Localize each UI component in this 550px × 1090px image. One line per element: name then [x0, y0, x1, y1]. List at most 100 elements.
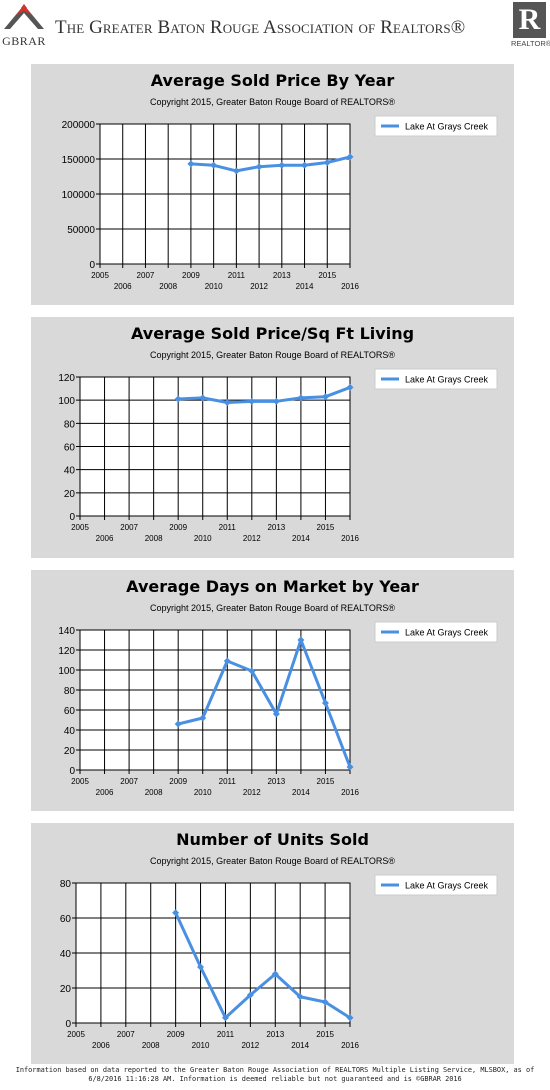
data-point [246, 991, 254, 999]
chart-svg: 2005200620072008200920102011201220132014… [58, 621, 498, 797]
y-tick-label: 0 [69, 512, 75, 523]
data-point [174, 395, 182, 403]
data-point [248, 397, 256, 405]
legend-box [374, 368, 498, 390]
disclaimer-footer: Information based on data reported to th… [0, 1066, 550, 1084]
x-tick-label: 2011 [228, 271, 246, 280]
data-point [210, 161, 218, 169]
x-tick-label: 2013 [267, 777, 285, 786]
x-tick-label: 2014 [292, 534, 310, 543]
gbrar-logo [2, 3, 46, 49]
chart-title: Average Days on Market by Year [126, 577, 419, 596]
y-tick-label: 120 [58, 373, 75, 384]
x-tick-label: 2016 [341, 534, 359, 543]
y-tick-label: 100000 [62, 190, 96, 201]
x-tick-label: 2011 [219, 523, 237, 532]
y-tick-label: 150000 [62, 155, 96, 166]
series-line [174, 912, 351, 1020]
x-tick-label: 2012 [243, 788, 261, 797]
data-point [297, 394, 305, 402]
x-tick-label: 2013 [273, 271, 291, 280]
x-tick-label: 2005 [91, 271, 109, 280]
data-point [272, 710, 280, 718]
x-tick-label: 2005 [67, 1030, 85, 1039]
x-tick-label: 2015 [316, 1030, 334, 1039]
chart-title: Average Sold Price/Sq Ft Living [130, 324, 415, 343]
realtor-logo: R REALTOR® [511, 2, 550, 50]
y-tick-label: 40 [64, 726, 76, 737]
x-tick-label: 2005 [71, 777, 89, 786]
legend-box [374, 874, 498, 896]
y-tick-label: 60 [60, 914, 72, 925]
y-tick-label: 80 [64, 419, 76, 430]
x-tick-label: 2016 [341, 282, 359, 291]
data-point [278, 161, 286, 169]
x-tick-label: 2007 [117, 1030, 135, 1039]
page-title: The Greater Baton Rouge Association of R… [55, 17, 466, 38]
x-tick-label: 2015 [317, 777, 335, 786]
x-tick-label: 2009 [169, 777, 187, 786]
x-tick-label: 2010 [194, 788, 212, 797]
data-point [172, 909, 180, 917]
chart-title: Number of Units Sold [176, 830, 369, 849]
x-tick-label: 2012 [250, 282, 268, 291]
chart-panel-units-sold: Number of Units Sold Copyright 2015, Gre… [31, 823, 514, 1064]
x-tick-label: 2010 [194, 534, 212, 543]
chart-subtitle: Copyright 2015, Greater Baton Rouge Boar… [150, 603, 395, 613]
series-line [178, 386, 351, 404]
data-point [223, 398, 231, 406]
realtor-mark-icon: R [513, 2, 546, 38]
legend-label: Lake At Grays Creek [405, 122, 489, 132]
data-point [272, 397, 280, 405]
chart-subtitle: Copyright 2015, Greater Baton Rouge Boar… [150, 856, 395, 866]
y-tick-label: 80 [60, 879, 72, 890]
data-point [346, 763, 354, 771]
data-point [321, 393, 329, 401]
x-tick-label: 2006 [114, 282, 132, 291]
x-tick-label: 2009 [167, 1030, 185, 1039]
data-point [271, 970, 279, 978]
data-point [174, 720, 182, 728]
y-tick-label: 120 [58, 646, 75, 657]
y-tick-label: 80 [64, 686, 76, 697]
x-tick-label: 2006 [96, 534, 114, 543]
data-point [223, 657, 231, 665]
disclaimer-line-2: 6/8/2016 11:16:28 AM. Information is dee… [88, 1075, 462, 1083]
realtor-mark-letter: R [518, 3, 541, 36]
series-line [190, 155, 351, 173]
x-tick-label: 2009 [169, 523, 187, 532]
data-point [199, 714, 207, 722]
data-point [346, 153, 354, 161]
data-point [197, 963, 205, 971]
x-tick-label: 2007 [137, 271, 155, 280]
x-tick-label: 2006 [96, 788, 114, 797]
chart-svg: 2005200620072008200920102011201220132014… [58, 368, 498, 543]
chart-subtitle: Copyright 2015, Greater Baton Rouge Boar… [150, 97, 395, 107]
x-tick-label: 2013 [267, 523, 285, 532]
gbrar-roof-icon [4, 4, 44, 29]
x-tick-label: 2015 [318, 271, 336, 280]
x-tick-label: 2013 [266, 1030, 284, 1039]
x-tick-label: 2010 [205, 282, 223, 291]
data-point [199, 394, 207, 402]
x-tick-label: 2010 [192, 1041, 210, 1050]
x-tick-label: 2014 [292, 788, 310, 797]
chart-svg: 2005200620072008200920102011201220132014… [60, 874, 498, 1050]
y-tick-label: 20 [64, 489, 76, 500]
y-tick-label: 0 [69, 766, 75, 777]
x-tick-label: 2008 [145, 788, 163, 797]
y-tick-label: 100 [58, 666, 75, 677]
chart-title: Average Sold Price By Year [150, 71, 395, 90]
data-point [301, 161, 309, 169]
page-header: GBRAR The Greater Baton Rouge Associatio… [0, 0, 550, 56]
x-tick-label: 2012 [241, 1041, 259, 1050]
y-tick-label: 40 [64, 466, 76, 477]
y-tick-label: 0 [65, 1019, 71, 1030]
plot-border [79, 376, 351, 517]
y-tick-label: 50000 [67, 225, 95, 236]
x-tick-label: 2007 [120, 777, 138, 786]
plot-border [99, 123, 351, 265]
data-point [221, 1014, 229, 1022]
data-point [187, 160, 195, 168]
y-tick-label: 20 [64, 746, 76, 757]
